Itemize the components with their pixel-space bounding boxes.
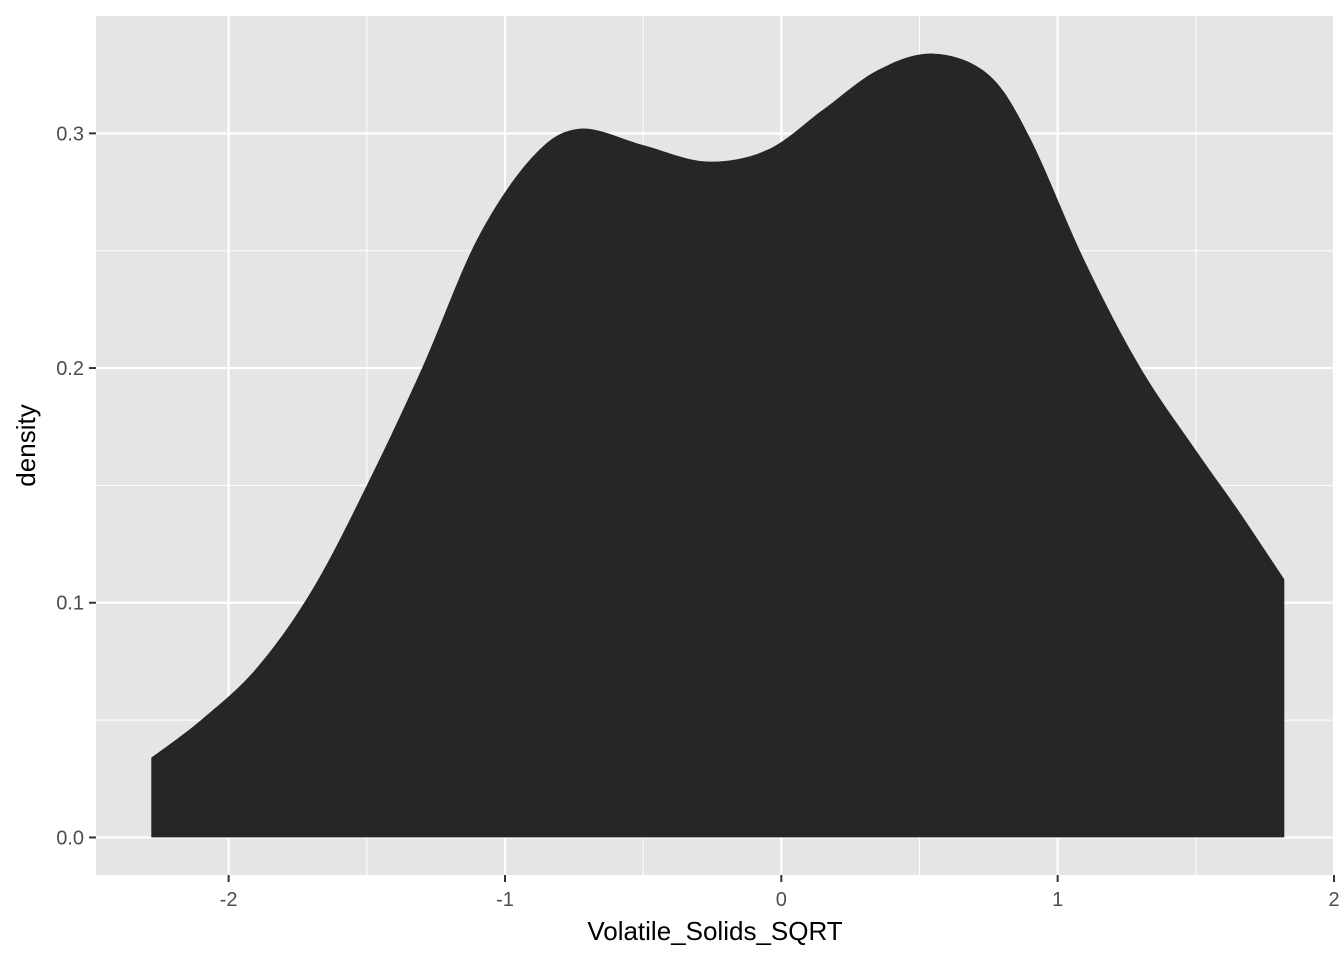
y-tick-label: 0.1: [56, 593, 84, 615]
x-tick-label: -2: [220, 889, 238, 911]
x-axis: -2 -1 0 1 2: [220, 875, 1340, 911]
y-tick-label: 0.3: [56, 123, 84, 145]
x-tick-label: -1: [496, 889, 514, 911]
density-area: [151, 53, 1285, 838]
y-tick-label: 0.0: [56, 827, 84, 849]
y-axis-title: density: [11, 404, 41, 486]
x-tick-label: 0: [776, 889, 787, 911]
x-tick-label: 1: [1052, 889, 1063, 911]
y-tick-label: 0.2: [56, 358, 84, 380]
y-axis: 0.0 0.1 0.2 0.3: [56, 123, 96, 849]
x-tick-label: 2: [1328, 889, 1339, 911]
x-axis-title: Volatile_Solids_SQRT: [587, 916, 842, 946]
